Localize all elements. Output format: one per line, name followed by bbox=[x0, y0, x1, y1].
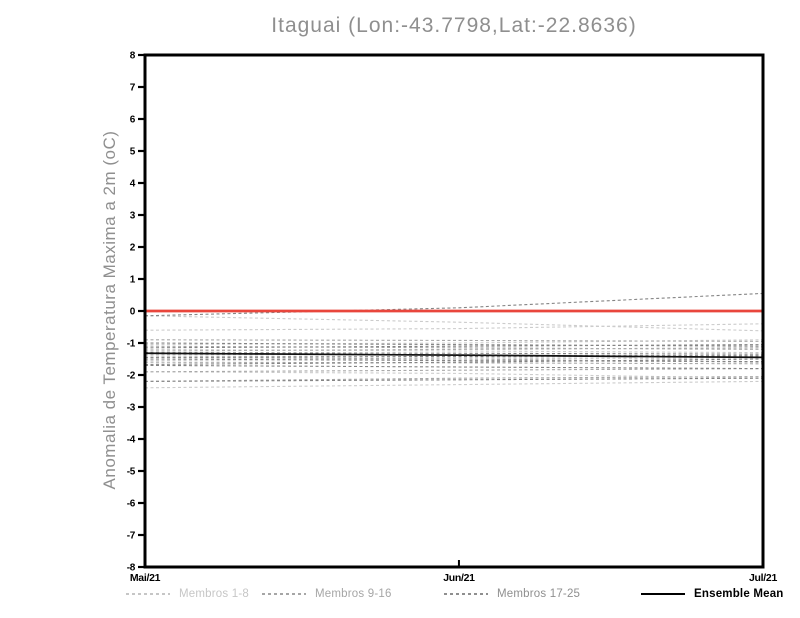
x-tick-label: Mai/21 bbox=[130, 572, 161, 584]
ensemble-member-line bbox=[144, 344, 764, 349]
ensemble-member-line bbox=[144, 368, 764, 373]
y-tick-label: 2 bbox=[130, 243, 136, 254]
legend-item-members-9-16: Membros 9-16 bbox=[262, 587, 392, 601]
y-tick-label: 1 bbox=[130, 275, 136, 286]
ensemble-member-line bbox=[144, 356, 764, 363]
plot-frame bbox=[143, 53, 765, 569]
dashed-line-sample-icon bbox=[126, 593, 170, 595]
ensemble-mean-line bbox=[144, 352, 764, 359]
y-tick-label: -3 bbox=[127, 403, 136, 414]
ensemble-member-line bbox=[144, 339, 764, 342]
x-tick-label: Jul/21 bbox=[749, 572, 777, 584]
legend-label: Membros 1-8 bbox=[179, 588, 249, 600]
ensemble-member-line bbox=[144, 347, 764, 352]
x-tick-label: Jun/21 bbox=[443, 572, 475, 584]
ensemble-member-line bbox=[144, 358, 764, 365]
ensemble-member-line bbox=[144, 377, 764, 382]
y-tick-label: -4 bbox=[127, 435, 136, 446]
y-tick-label: -1 bbox=[127, 339, 136, 350]
ensemble-member-line bbox=[144, 371, 764, 379]
y-tick-label: -2 bbox=[127, 371, 136, 382]
ensemble-member-line bbox=[144, 358, 764, 363]
y-tick-label: 3 bbox=[130, 211, 136, 222]
ensemble-member-line bbox=[144, 292, 764, 317]
ensemble-member-line bbox=[144, 355, 764, 360]
ensemble-member-line bbox=[144, 364, 764, 370]
ensemble-member-line bbox=[144, 361, 764, 365]
y-tick-label: 7 bbox=[130, 83, 136, 94]
ensemble-member-line bbox=[144, 380, 764, 389]
ensemble-member-line bbox=[144, 355, 764, 358]
legend-item-members-1-8: Membros 1-8 bbox=[126, 587, 249, 601]
legend: Membros 1-8 Membros 9-16 Membros 17-25 E… bbox=[0, 587, 800, 601]
ensemble-member-line bbox=[144, 323, 764, 331]
dashed-line-sample-icon bbox=[262, 593, 306, 595]
y-tick-label: -7 bbox=[127, 531, 136, 542]
y-tick-label: 5 bbox=[130, 147, 136, 158]
dashed-line-sample-icon bbox=[444, 593, 488, 595]
y-tick-label: -5 bbox=[127, 467, 136, 478]
legend-item-ensemble-mean: Ensemble Mean bbox=[641, 587, 784, 601]
y-tick-label: -6 bbox=[127, 499, 136, 510]
legend-label: Membros 17-25 bbox=[497, 588, 581, 600]
y-tick-label: -8 bbox=[127, 563, 136, 574]
ensemble-member-line bbox=[144, 352, 764, 355]
y-tick-label: 6 bbox=[130, 115, 136, 126]
solid-line-sample-icon bbox=[641, 592, 685, 596]
legend-item-members-17-25: Membros 17-25 bbox=[444, 587, 580, 601]
y-tick-label: 8 bbox=[130, 51, 136, 62]
legend-label: Ensemble Mean bbox=[694, 588, 784, 600]
ensemble-member-line bbox=[144, 315, 764, 332]
y-tick-label: 4 bbox=[130, 179, 136, 190]
ensemble-member-line bbox=[144, 342, 764, 347]
legend-label: Membros 9-16 bbox=[315, 588, 392, 600]
y-tick-label: 0 bbox=[130, 307, 136, 318]
chart-title: Itaguai (Lon:-43.7798,Lat:-22.8636) bbox=[271, 14, 637, 37]
